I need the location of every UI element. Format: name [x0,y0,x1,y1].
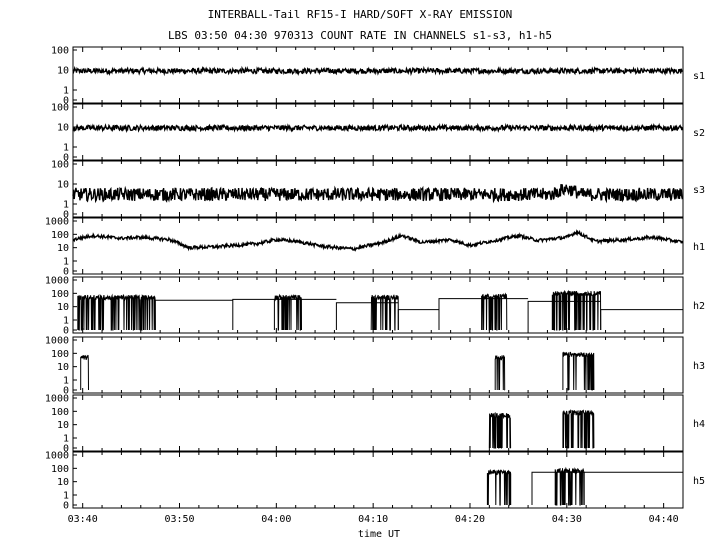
y-tick-label-h2: 1000 [45,276,69,287]
y-tick-label-s1: 0 [63,96,69,107]
burst-h2-2 [370,294,399,331]
channel-label-s3: s3 [693,185,705,196]
y-tick-label-s1: 1 [63,86,69,97]
x-tick-label: 03:50 [164,514,194,525]
channel-label-h5: h5 [693,476,705,487]
series-line-h1 [72,228,684,252]
y-tick-label-s2: 1 [63,143,69,154]
channel-label-h2: h2 [693,301,705,312]
channel-label-s1: s1 [693,71,705,82]
y-tick-label-s2: 0 [63,153,69,164]
y-tick-label-h3: 100 [51,349,69,360]
y-tick-label-h1: 100 [51,230,69,241]
y-tick-label-h3: 1 [63,376,69,387]
panel-h2: 1000 100 10 10 h2 [45,276,705,337]
panel-frame-h1 [72,217,684,275]
panel-frame-h2 [72,276,684,334]
y-tick-label-h1: 1000 [45,217,69,228]
channel-label-h1: h1 [693,242,705,253]
panel-h1: 1000 100 10 10 h1 [45,217,705,278]
burst-h3-2 [562,351,595,391]
chart-subtitle: LBS 03:50 04:30 970313 COUNT RATE IN CHA… [167,29,553,42]
burst-h5-1 [554,466,585,506]
burst-h2-3 [481,292,508,331]
x-tick-label: 04:40 [649,514,679,525]
y-tick-label-h2: 1 [63,316,69,327]
background-line-h2 [154,298,683,330]
x-tick-label: 03:40 [68,514,98,525]
x-tick-label: 04:20 [455,514,485,525]
burst-h2-4 [551,289,602,331]
y-tick-label-s3: 100 [51,160,69,171]
y-tick-label-h5: 1000 [45,451,69,462]
panel-h3: 1000 100 10 10 h3 [45,336,705,397]
y-tick-label-s3: 0 [63,210,69,221]
panel-frame-s2 [72,103,684,161]
panel-s2: 100 10 10 s2 [51,103,705,164]
series-line-s1 [72,65,683,77]
y-tick-label-h2: 10 [57,302,69,313]
y-tick-label-h4: 10 [57,420,69,431]
y-tick-label-s3: 10 [57,180,69,191]
series-line-s2 [72,122,684,134]
y-tick-label-h5: 0 [63,501,69,512]
panel-h5: 1000 100 10 10 h5 [45,451,705,512]
panel-h4: 1000 100 10 10 h4 [45,394,705,455]
y-tick-label-s2: 100 [51,103,69,114]
y-tick-label-h3: 1000 [45,336,69,347]
burst-h4-0 [488,412,512,449]
y-tick-label-h5: 100 [51,464,69,475]
background-line-h5 [531,471,683,505]
y-tick-label-h1: 1 [63,257,69,268]
y-tick-label-s1: 100 [51,46,69,57]
y-tick-label-h3: 0 [63,386,69,397]
channel-label-s2: s2 [693,128,705,139]
x-axis-label: time UT [358,529,400,540]
y-tick-label-h5: 1 [63,491,69,502]
y-tick-label-h2: 100 [51,289,69,300]
y-tick-label-h4: 1 [63,434,69,445]
burst-h3-1 [494,355,506,391]
y-tick-label-h5: 10 [57,477,69,488]
y-tick-label-s3: 1 [63,200,69,211]
burst-h2-1 [273,293,302,331]
y-tick-label-h2: 0 [63,326,69,337]
y-tick-label-s2: 10 [57,123,69,134]
panel-s1: 100 10 10 s1 [51,46,705,107]
panel-s3: 100 10 10 s3 [51,160,705,221]
channel-label-h3: h3 [693,361,705,372]
y-tick-label-h4: 1000 [45,394,69,405]
panel-frame-h3 [72,336,684,394]
panel-frame-h5 [72,451,684,509]
panel-frame-s3 [72,160,684,218]
x-tick-label: 04:30 [552,514,582,525]
burst-h5-0 [486,468,512,506]
x-tick-label: 04:10 [358,514,388,525]
y-tick-label-h3: 10 [57,362,69,373]
y-tick-label-h4: 0 [63,444,69,455]
burst-h4-1 [562,409,595,449]
x-tick-label: 04:00 [261,514,291,525]
y-tick-label-h4: 100 [51,407,69,418]
channel-label-h4: h4 [693,419,705,430]
y-tick-label-h1: 0 [63,267,69,278]
panel-frame-h4 [72,394,684,452]
panel-frame-s1 [72,46,684,104]
series-line-s3 [72,184,684,204]
chart-title: INTERBALL-Tail RF15-I HARD/SOFT X-RAY EM… [207,8,513,21]
y-tick-label-s1: 10 [57,66,69,77]
burst-h3-0 [80,354,89,391]
y-tick-label-h1: 10 [57,243,69,254]
burst-h2-0 [77,293,156,331]
